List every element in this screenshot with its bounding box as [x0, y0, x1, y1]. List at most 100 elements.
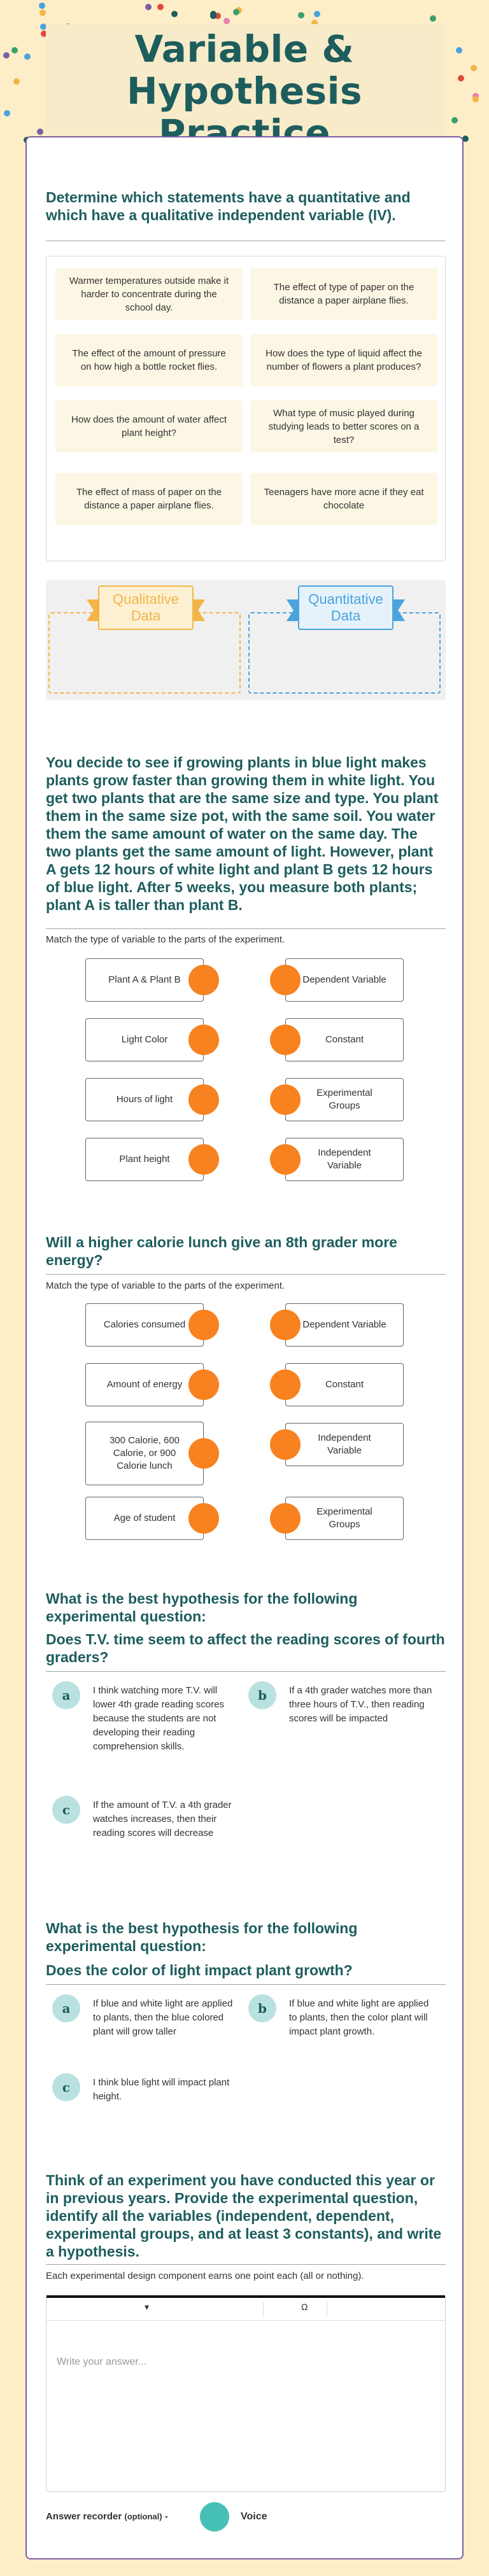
confetti-dot [13, 78, 20, 85]
answer-option-c[interactable]: c I think blue light will impact plant h… [52, 2073, 242, 2118]
match-right-item[interactable]: Dependent Variable [285, 958, 404, 1002]
answer-option-b[interactable]: b If blue and white light are applied to… [248, 1994, 438, 2058]
confetti-dot [210, 11, 216, 17]
page-title: Variable & Hypothesis Practice [127, 27, 362, 139]
match-right-item[interactable]: Constant [285, 1018, 404, 1061]
sort-item[interactable]: The effect of type of paper on the dista… [250, 268, 437, 320]
match-right-item[interactable]: Independent Variable [285, 1138, 404, 1181]
confetti-dot [298, 12, 304, 18]
confetti-dot [145, 4, 152, 10]
qualitative-ribbon: Qualitative Data [87, 585, 205, 630]
confetti-dot [37, 129, 43, 135]
match-connector-knob[interactable] [270, 1025, 301, 1055]
quantitative-ribbon: Quantitative Data [287, 585, 405, 630]
match-connector-knob[interactable] [188, 1084, 219, 1115]
toolbar-separator [263, 2302, 264, 2317]
match-connector-knob[interactable] [188, 1310, 219, 1340]
confetti-dot [458, 75, 464, 81]
option-letter-badge: b [248, 1681, 276, 1709]
confetti-dot [233, 9, 239, 15]
sort-item[interactable]: How does the amount of water affect plan… [55, 400, 243, 452]
confetti-dot [215, 13, 221, 19]
match-connector-knob[interactable] [188, 1025, 219, 1055]
match-left-item[interactable]: Hours of light [85, 1078, 204, 1121]
option-letter-badge: a [52, 1681, 80, 1709]
confetti-dot [472, 96, 479, 102]
confetti-dot [39, 3, 45, 9]
confetti-dot [40, 24, 46, 30]
match-right-item[interactable]: Constant [285, 1363, 404, 1406]
option-letter-badge: b [248, 1994, 276, 2022]
confetti-dot [11, 47, 18, 53]
sort-item[interactable]: Warmer temperatures outside make it hard… [55, 268, 243, 320]
match-connector-knob[interactable] [270, 1144, 301, 1175]
option-text: If blue and white light are applied to p… [289, 1998, 429, 2037]
match-left-item[interactable]: Plant A & Plant B [85, 958, 204, 1002]
sorting-items-area: Warmer temperatures outside make it hard… [46, 256, 446, 561]
confetti-dot [157, 4, 164, 10]
match-connector-knob[interactable] [270, 1084, 301, 1115]
match-left-item[interactable]: Age of student [85, 1497, 204, 1540]
confetti-dot [39, 10, 46, 16]
confetti-dot [430, 15, 436, 22]
sort-item[interactable]: Teenagers have more acne if they eat cho… [250, 473, 437, 525]
q5-title: What is the best hypothesis for the foll… [46, 1920, 358, 1954]
answer-editor: ▾ Ω Write your answer... [46, 2295, 446, 2492]
confetti-dot [451, 117, 458, 123]
confetti-dot [311, 20, 318, 26]
qualitative-label: Qualitative Data [98, 585, 194, 630]
match-right-item[interactable]: Independent Variable [285, 1423, 404, 1466]
confetti-dot [456, 47, 462, 53]
match-connector-knob[interactable] [270, 1369, 301, 1400]
option-text: If a 4th grader watches more than three … [289, 1685, 432, 1724]
voice-record-button[interactable] [200, 2502, 229, 2531]
answer-option-a[interactable]: a If blue and white light are applied to… [52, 1994, 242, 2058]
match-connector-knob[interactable] [270, 1503, 301, 1534]
match-connector-knob[interactable] [188, 1144, 219, 1175]
q4-subtitle: Does T.V. time seem to affect the readin… [46, 1631, 445, 1665]
match-right-item[interactable]: Experimental Groups [285, 1497, 404, 1540]
match-right-item[interactable]: Experimental Groups [285, 1078, 404, 1121]
voice-label: Voice [241, 2511, 267, 2522]
option-letter-badge: a [52, 1994, 80, 2022]
confetti-dot [171, 11, 178, 17]
option-letter-badge: c [52, 1796, 80, 1824]
q4-title: What is the best hypothesis for the foll… [46, 1590, 358, 1625]
q1-title: Determine which statements have a quanti… [46, 189, 411, 223]
option-text: If blue and white light are applied to p… [93, 1998, 233, 2037]
confetti-dot [24, 53, 31, 60]
divider [46, 1984, 446, 1985]
match-right-item[interactable]: Dependent Variable [285, 1303, 404, 1347]
match-left-item[interactable]: 300 Calorie, 600 Calorie, or 900 Calorie… [85, 1422, 204, 1485]
match-connector-knob[interactable] [270, 1310, 301, 1340]
quantitative-label: Quantitative Data [298, 585, 393, 630]
match-connector-knob[interactable] [270, 1429, 301, 1460]
confetti-dot [314, 11, 320, 17]
match-left-item[interactable]: Plant height [85, 1138, 204, 1181]
sorting-buckets: Qualitative Data Quantitative Data [46, 580, 446, 700]
answer-option-b[interactable]: b If a 4th grader watches more than thre… [248, 1681, 438, 1745]
answer-option-c[interactable]: c If the amount of T.V. a 4th grader wat… [52, 1796, 242, 1866]
match-left-item[interactable]: Light Color [85, 1018, 204, 1061]
match-left-item[interactable]: Calories consumed [85, 1303, 204, 1347]
match-connector-knob[interactable] [188, 965, 219, 995]
answer-option-a[interactable]: a I think watching more T.V. will lower … [52, 1681, 242, 1783]
match-left-item[interactable]: Amount of energy [85, 1363, 204, 1406]
sort-item[interactable]: How does the type of liquid affect the n… [250, 334, 437, 386]
divider [46, 2264, 446, 2265]
answer-text-area[interactable]: Write your answer... [57, 2356, 147, 2367]
special-characters-icon[interactable]: Ω [301, 2302, 308, 2312]
match-connector-knob[interactable] [188, 1369, 219, 1400]
sort-item[interactable]: What type of music played during studyin… [250, 400, 437, 452]
sort-item[interactable]: The effect of mass of paper on the dista… [55, 473, 243, 525]
q5-subtitle: Does the color of light impact plant gro… [46, 1962, 353, 1978]
answer-recorder-label: Answer recorder (optional) - [46, 2511, 168, 2522]
sort-item[interactable]: The effect of the amount of pressure on … [55, 334, 243, 386]
q3-instruction: Match the type of variable to the parts … [46, 1280, 285, 1291]
match-connector-knob[interactable] [188, 1503, 219, 1534]
editor-toolbar: ▾ Ω [46, 2295, 445, 2321]
option-text: If the amount of T.V. a 4th grader watch… [93, 1800, 232, 1838]
format-dropdown-icon[interactable]: ▾ [145, 2302, 150, 2312]
match-connector-knob[interactable] [270, 965, 301, 995]
match-connector-knob[interactable] [188, 1438, 219, 1469]
